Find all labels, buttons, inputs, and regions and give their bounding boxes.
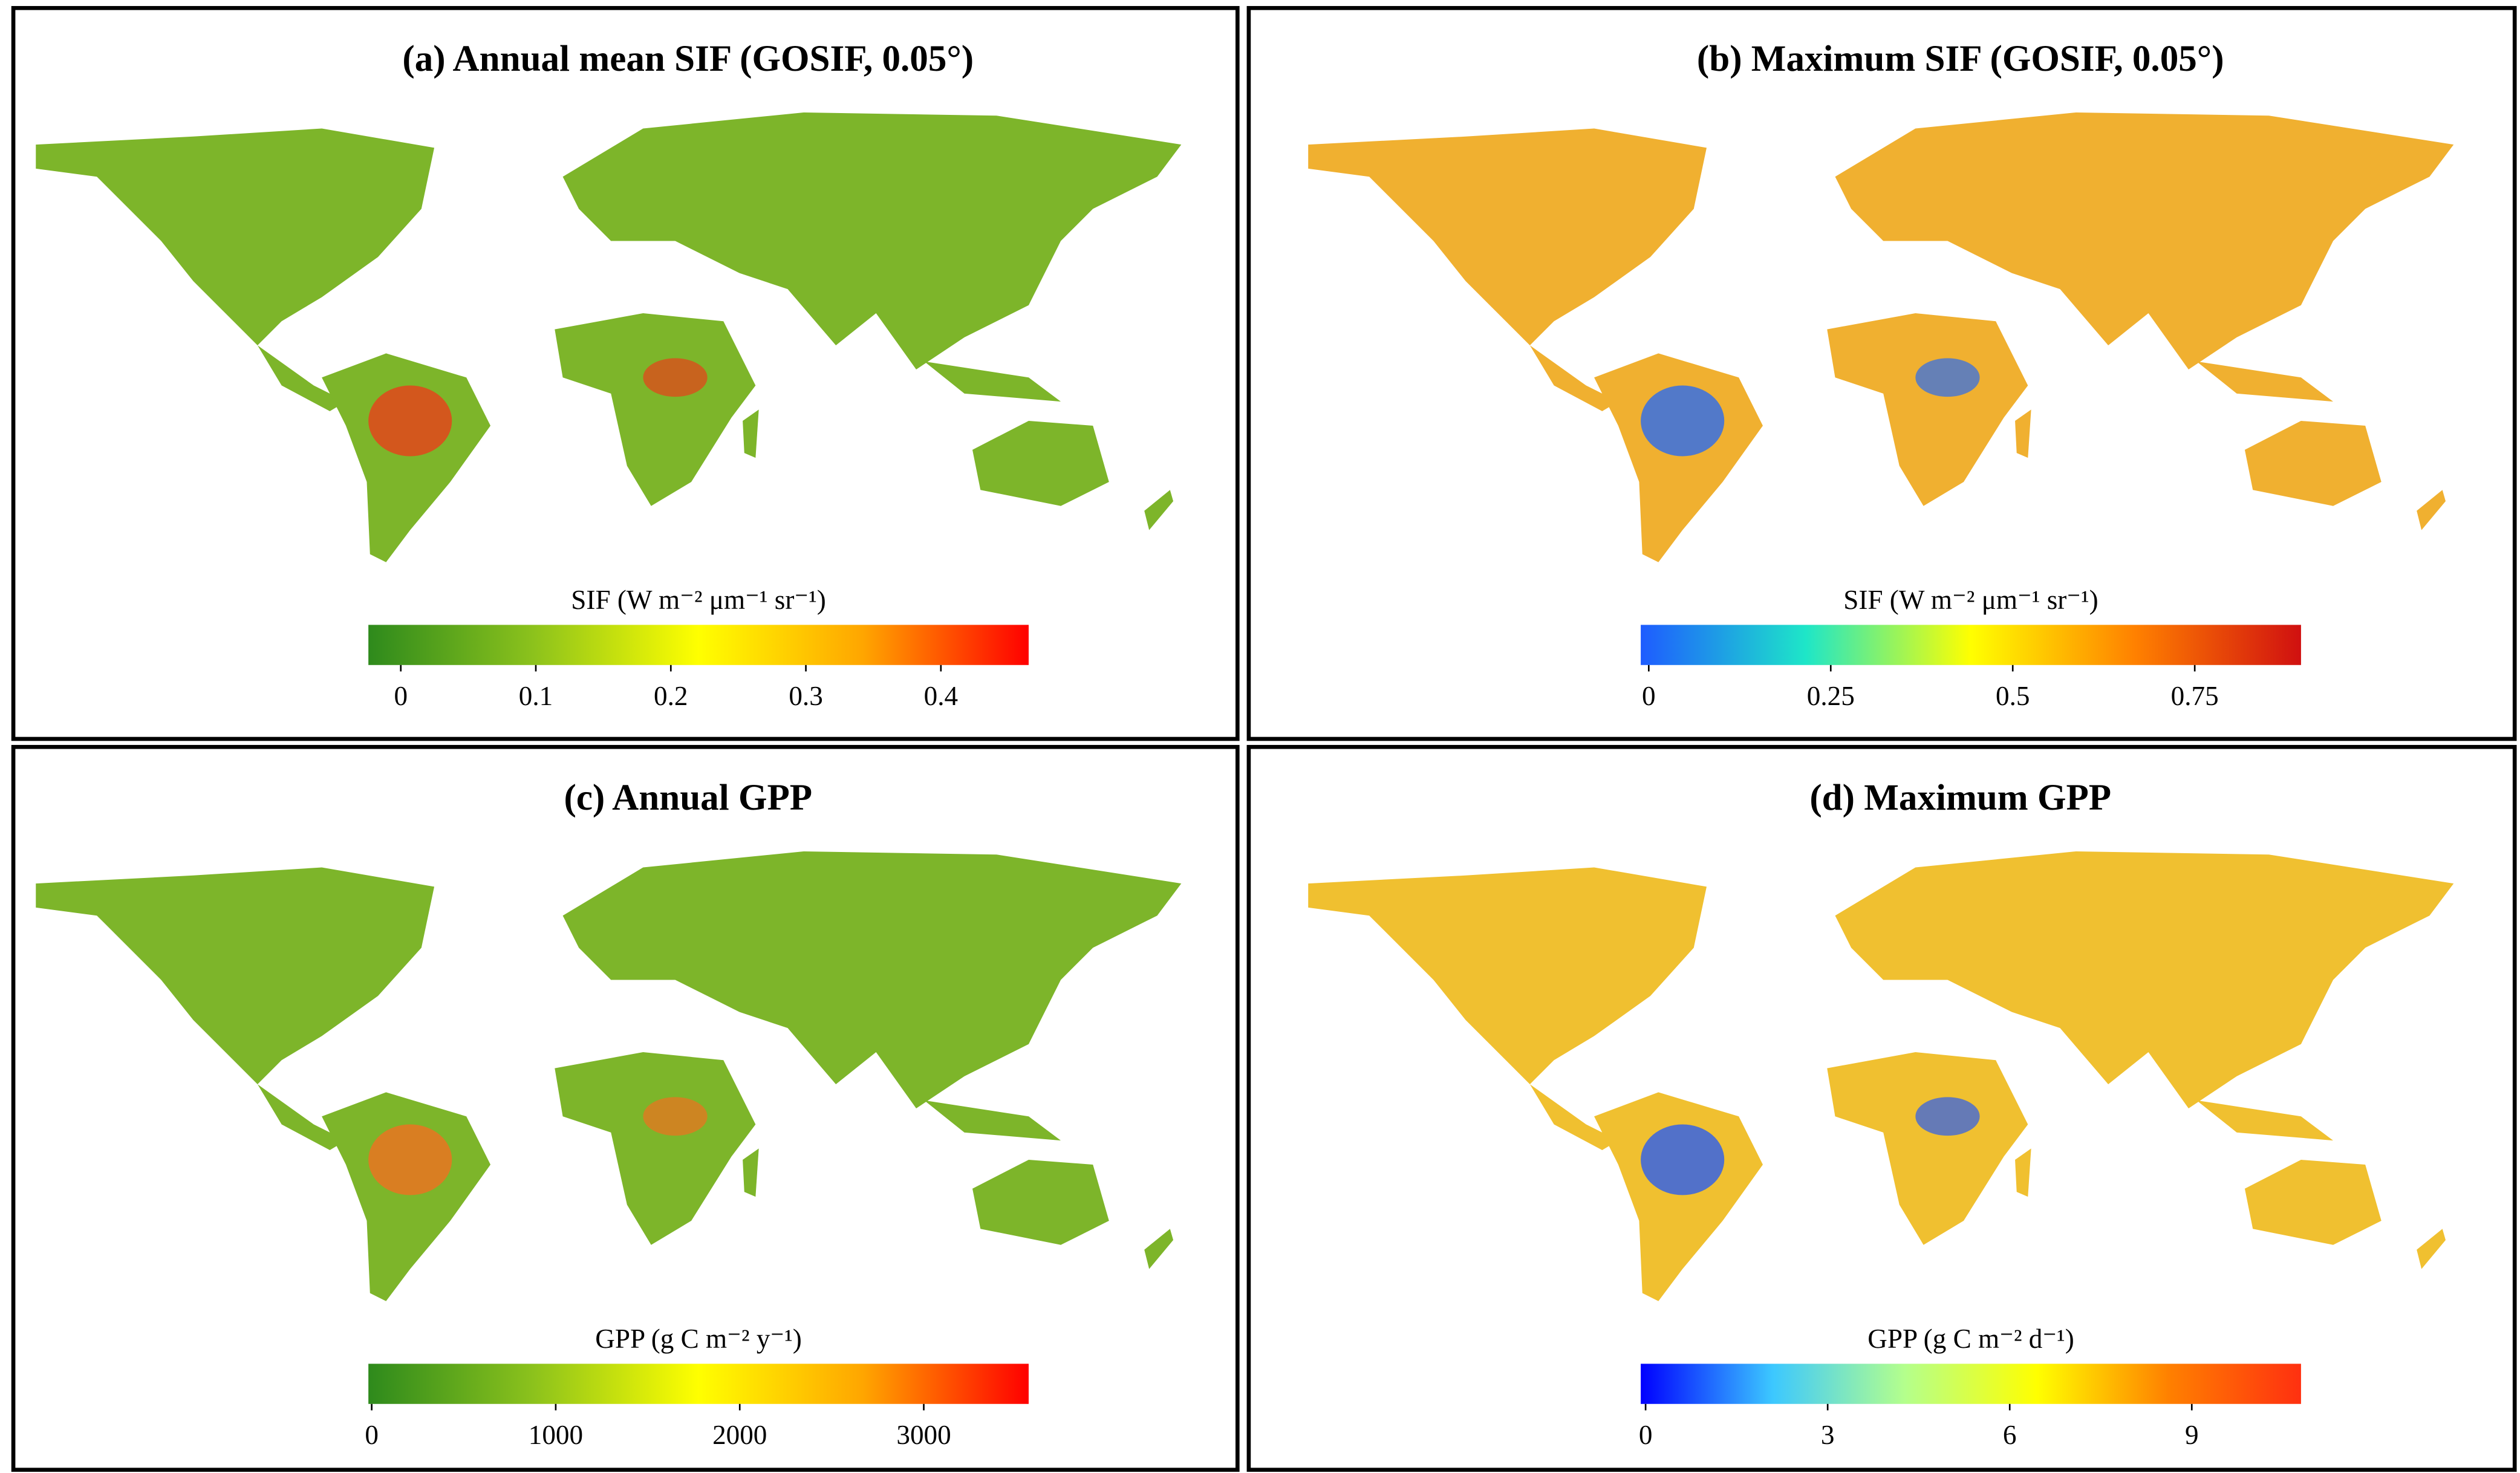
tick-label: 0.4 — [924, 681, 958, 711]
colorbar-label: SIF (W m⁻² μm⁻¹ sr⁻¹) — [571, 585, 826, 615]
tick-label: 0 — [365, 1420, 379, 1450]
map-highlight — [1915, 358, 1980, 397]
map-highlight — [368, 1124, 452, 1195]
tick-label: 2000 — [712, 1420, 767, 1450]
colorbar — [1641, 625, 2301, 665]
world-map — [1308, 851, 2454, 1301]
panel-title: (b) Maximum SIF (GOSIF, 0.05°) — [1697, 39, 2224, 79]
world-map — [36, 851, 1182, 1301]
map-highlight — [643, 358, 708, 397]
map-highlight — [643, 1097, 708, 1136]
panel-title: (c) Annual GPP — [564, 778, 812, 818]
panel-title: (d) Maximum GPP — [1809, 778, 2111, 818]
colorbar — [368, 1364, 1029, 1404]
world-map — [1308, 112, 2454, 562]
map-highlight — [1641, 1124, 1725, 1195]
tick-label: 0 — [394, 681, 408, 711]
tick-label: 9 — [2185, 1420, 2199, 1450]
panel: (b) Maximum SIF (GOSIF, 0.05°) SIF (W m⁻²… — [1246, 5, 2517, 741]
colorbar — [1641, 1364, 2301, 1404]
tick-label: 0.75 — [2171, 681, 2219, 711]
panel-frame — [1246, 5, 2517, 741]
panel: (c) Annual GPP GPP (g C m⁻² y⁻¹) 0 1000 2000… — [11, 744, 1240, 1472]
panel-title: (a) Annual mean SIF (GOSIF, 0.05°) — [402, 39, 974, 79]
panel: (a) Annual mean SIF (GOSIF, 0.05°) SIF (W… — [11, 5, 1240, 741]
panels: (a) Annual mean SIF (GOSIF, 0.05°) SIF (W… — [11, 5, 2517, 1472]
colorbar-label: GPP (g C m⁻² y⁻¹) — [595, 1324, 802, 1354]
panel-frame — [1246, 744, 2517, 1472]
tick-label: 1000 — [529, 1420, 583, 1450]
world-map — [36, 112, 1182, 562]
tick-label: 0.25 — [1807, 681, 1855, 711]
map-highlight — [1915, 1097, 1980, 1136]
tick-label: 3000 — [896, 1420, 951, 1450]
tick-label: 0 — [1642, 681, 1656, 711]
tick-label: 6 — [2003, 1420, 2017, 1450]
tick-label: 0.3 — [789, 681, 822, 711]
tick-label: 0.1 — [519, 681, 553, 711]
colorbar-label: SIF (W m⁻² μm⁻¹ sr⁻¹) — [1843, 585, 2098, 615]
map-highlight — [1641, 385, 1725, 457]
colorbar — [368, 625, 1029, 665]
tick-label: 0 — [1639, 1420, 1653, 1450]
panel: (d) Maximum GPP GPP (g C m⁻² d⁻¹) 0 3 6 9 — [1246, 744, 2517, 1472]
map-highlight — [368, 385, 452, 457]
panel-frame — [11, 744, 1240, 1472]
tick-label: 0.2 — [654, 681, 688, 711]
panel-frame — [11, 5, 1240, 741]
tick-label: 0.5 — [1996, 681, 2030, 711]
colorbar-label: GPP (g C m⁻² d⁻¹) — [1867, 1324, 2074, 1354]
tick-label: 3 — [1821, 1420, 1835, 1450]
